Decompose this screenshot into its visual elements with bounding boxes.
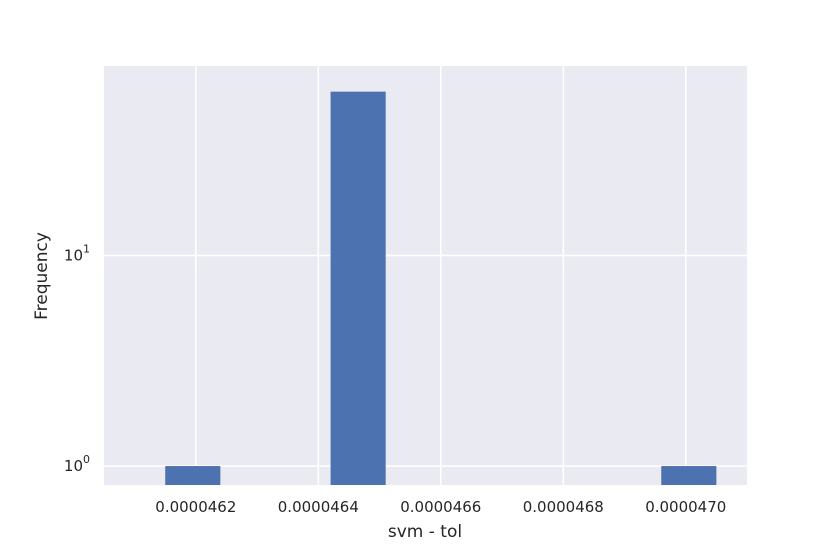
y-tick-label-1: 101 (64, 242, 90, 264)
x-tick-label-1: 0.0000464 (278, 498, 359, 516)
y-tick-base: 10 (64, 457, 83, 475)
x-tick-label-4: 0.0000470 (645, 498, 726, 516)
x-axis-label: svm - tol (388, 522, 462, 542)
y-tick-base: 10 (64, 246, 83, 264)
histogram-bars (165, 91, 717, 486)
histogram-bar-2 (661, 466, 717, 485)
x-tick-label-0: 0.0000462 (155, 498, 236, 516)
y-tick-exponent: 0 (83, 453, 90, 466)
y-tick-label-0: 100 (64, 453, 90, 475)
plot-background (104, 66, 747, 485)
x-tick-label-3: 0.0000468 (523, 498, 604, 516)
histogram-bar-0 (165, 466, 221, 485)
x-tick-label-2: 0.0000466 (400, 498, 481, 516)
y-tick-exponent: 1 (83, 242, 90, 255)
x-tick-labels: 0.0000462 0.0000464 0.0000466 0.0000468 0.00… (155, 498, 726, 516)
y-axis-label: Frequency (32, 232, 52, 320)
histogram-bar-1 (330, 91, 386, 486)
